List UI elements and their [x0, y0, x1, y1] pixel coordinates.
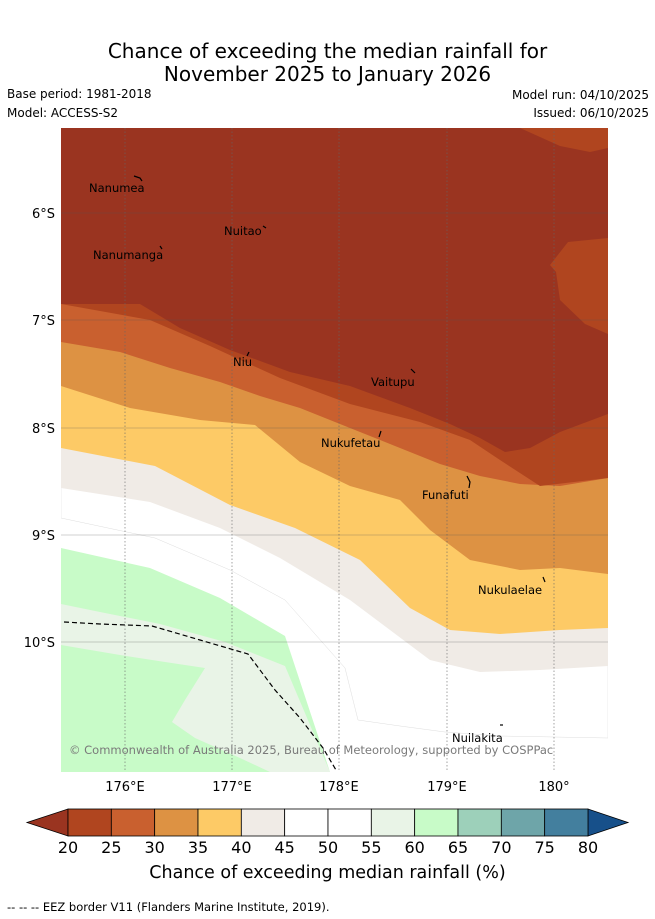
- place-label: Funafuti: [422, 488, 469, 502]
- place-label: Niu: [233, 355, 252, 369]
- colorbar-swatch: [67, 808, 112, 837]
- colorbar-swatch: [154, 808, 199, 837]
- band-20-25-east: [550, 238, 608, 334]
- lon-label: 179°E: [427, 780, 467, 795]
- colorbar-swatch: [110, 808, 156, 837]
- place-label: Nukulaelae: [478, 583, 542, 597]
- lat-label: 8°S: [32, 422, 55, 437]
- colorbar-tick: 60: [404, 838, 424, 857]
- lat-label: 10°S: [24, 636, 55, 651]
- colorbar-tick: 25: [101, 838, 121, 857]
- eez-legend: -- -- -- EEZ border V11 (Flanders Marine…: [7, 900, 330, 914]
- model-run: Model run: 04/10/2025: [511, 88, 649, 102]
- place-label: Nuitao: [224, 224, 262, 238]
- lat-label: 6°S: [32, 207, 55, 222]
- colorbar-swatch: [544, 808, 589, 837]
- band-below-20: [61, 128, 608, 452]
- latitude-gridlines: [61, 212, 608, 643]
- longitude-gridlines: [124, 128, 555, 772]
- chart-title: Chance of exceeding the median rainfall …: [0, 40, 655, 86]
- place-label: Nanumanga: [93, 248, 163, 262]
- eez-border-line: [63, 621, 337, 771]
- colorbar-tick: 75: [534, 838, 554, 857]
- model-name: Model: ACCESS-S2: [7, 106, 119, 120]
- lat-label: 7°S: [32, 314, 55, 329]
- base-period: Base period: 1981-2018: [7, 87, 152, 101]
- lon-label: 176°E: [105, 780, 145, 795]
- island-outlines: [133, 175, 546, 726]
- colorbar-extend-high: [587, 808, 630, 837]
- place-labels: Nanumea Nuitao Nanumanga Niu Vaitupu Nuk…: [89, 181, 542, 745]
- colorbar-label: Chance of exceeding median rainfall (%): [149, 863, 506, 883]
- colorbar-swatch: [500, 808, 546, 837]
- colorbar: 20 25 30 35 40 45 50 55 60 65 70 75 80: [25, 808, 630, 857]
- longitude-labels: 176°E 177°E 178°E 179°E 180°: [105, 780, 569, 795]
- colorbar-swatch: [197, 808, 242, 837]
- colorbar-tick: 80: [578, 838, 598, 857]
- lon-label: 178°E: [319, 780, 359, 795]
- lat-label: 9°S: [32, 529, 55, 544]
- colorbar-tick: 45: [274, 838, 294, 857]
- colorbar-tick: 40: [231, 838, 251, 857]
- colorbar-swatch: [457, 808, 502, 837]
- title-line-2: November 2025 to January 2026: [163, 62, 492, 86]
- colorbar-tick: 65: [448, 838, 468, 857]
- lon-label: 177°E: [212, 780, 252, 795]
- place-label: Nanumea: [89, 181, 145, 195]
- colorbar-swatch: [370, 808, 416, 837]
- band-20-25-north: [520, 128, 608, 152]
- colorbar-tick: 20: [58, 838, 78, 857]
- issued-date: Issued: 06/10/2025: [533, 106, 649, 120]
- place-label: Nuilakita: [452, 731, 503, 745]
- colorbar-extend-low: [25, 808, 69, 837]
- place-label: Nukufetau: [321, 436, 380, 450]
- colorbar-swatch: [240, 808, 286, 837]
- map-area: Nanumea Nuitao Nanumanga Niu Vaitupu Nuk…: [61, 128, 608, 772]
- copyright-notice: © Commonwealth of Australia 2025, Bureau…: [69, 743, 553, 757]
- colorbar-tick: 35: [188, 838, 208, 857]
- colorbar-swatch: [327, 808, 372, 837]
- colorbar-tick: 30: [144, 838, 164, 857]
- colorbar-swatch: [414, 808, 459, 837]
- latitude-labels: 6°S 7°S 8°S 9°S 10°S: [24, 207, 55, 651]
- place-label: Vaitupu: [371, 375, 415, 389]
- band-60-65-inner: [61, 645, 270, 772]
- colorbar-tick: 55: [361, 838, 381, 857]
- colorbar-tick: 50: [318, 838, 338, 857]
- colorbar-swatch: [284, 808, 329, 837]
- lon-label: 180°: [538, 780, 569, 795]
- title-line-1: Chance of exceeding the median rainfall …: [107, 39, 548, 63]
- colorbar-tick: 70: [491, 838, 511, 857]
